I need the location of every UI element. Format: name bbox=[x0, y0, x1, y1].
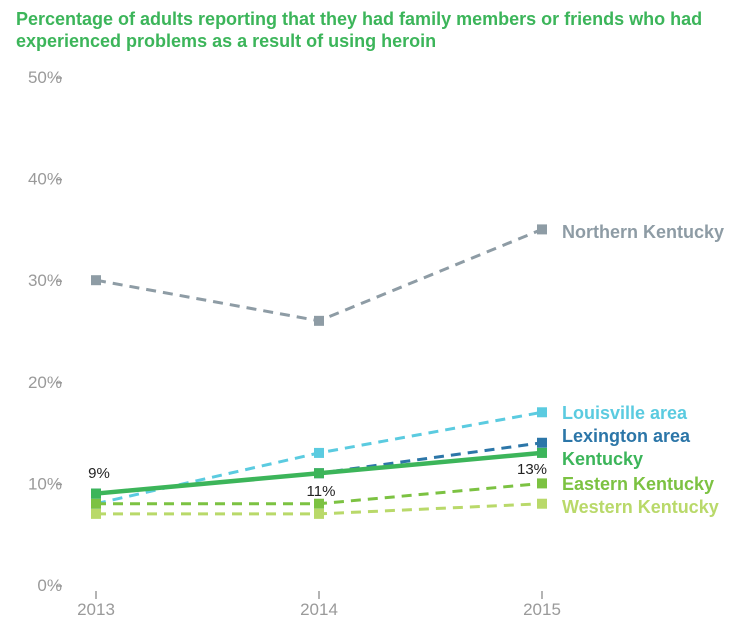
series-marker-lexington-area bbox=[537, 437, 547, 448]
series-label-western-kentucky: Western Kentucky bbox=[562, 497, 719, 517]
series-marker-eastern-kentucky bbox=[314, 498, 324, 509]
series-marker-louisville-area bbox=[537, 407, 547, 418]
y-tick-label: 0% bbox=[37, 576, 62, 595]
series-label-kentucky: Kentucky bbox=[562, 449, 643, 469]
series-marker-louisville-area bbox=[314, 447, 324, 458]
series-label-northern-kentucky: Northern Kentucky bbox=[562, 222, 724, 242]
y-tick-label: 40% bbox=[28, 170, 62, 189]
series-marker-eastern-kentucky bbox=[537, 478, 547, 489]
series-line-northern-kentucky bbox=[95, 228, 543, 323]
series-label-eastern-kentucky: Eastern Kentucky bbox=[562, 474, 714, 494]
series-label-louisville-area: Louisville area bbox=[562, 403, 688, 423]
series-marker-kentucky bbox=[314, 468, 324, 479]
y-tick-label: 20% bbox=[28, 373, 62, 392]
y-tick-label: 50% bbox=[28, 68, 62, 87]
series-marker-northern-kentucky bbox=[314, 315, 324, 326]
series-marker-northern-kentucky bbox=[91, 275, 101, 286]
data-label: 13% bbox=[517, 461, 547, 478]
data-label: 9% bbox=[88, 465, 110, 482]
y-tick-label: 30% bbox=[28, 271, 62, 290]
series-marker-eastern-kentucky bbox=[91, 498, 101, 509]
x-tick-label: 2013 bbox=[77, 600, 115, 619]
series-marker-western-kentucky bbox=[314, 508, 324, 519]
series-marker-kentucky bbox=[91, 488, 101, 499]
x-tick-label: 2014 bbox=[300, 600, 338, 619]
series-label-lexington-area: Lexington area bbox=[562, 426, 691, 446]
series-marker-northern-kentucky bbox=[537, 224, 547, 235]
series-marker-kentucky bbox=[537, 447, 547, 458]
data-label: 11% bbox=[307, 483, 336, 500]
series-marker-western-kentucky bbox=[91, 508, 101, 519]
y-tick-label: 10% bbox=[28, 474, 62, 493]
series-marker-western-kentucky bbox=[537, 498, 547, 509]
chart-title: Percentage of adults reporting that they… bbox=[16, 9, 703, 51]
x-tick-label: 2015 bbox=[523, 600, 561, 619]
